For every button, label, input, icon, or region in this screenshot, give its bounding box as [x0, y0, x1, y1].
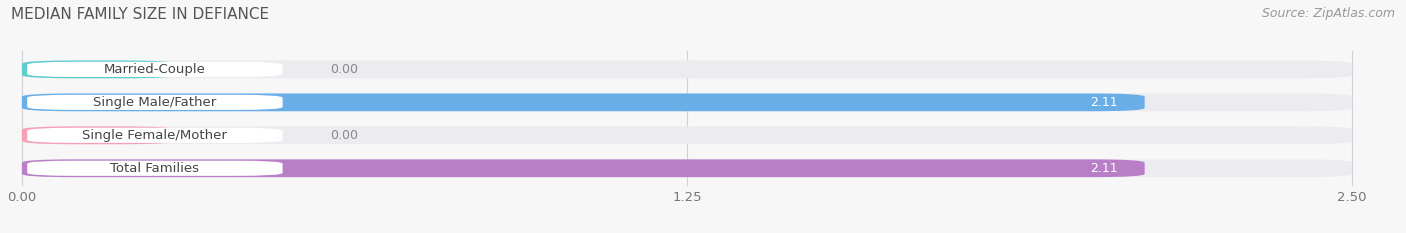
FancyBboxPatch shape	[22, 159, 1144, 177]
Text: 2.11: 2.11	[1091, 96, 1118, 109]
Text: 0.00: 0.00	[330, 63, 359, 76]
FancyBboxPatch shape	[22, 127, 176, 144]
FancyBboxPatch shape	[22, 127, 1353, 144]
Text: Total Families: Total Families	[111, 162, 200, 175]
FancyBboxPatch shape	[22, 159, 1353, 177]
Text: Single Female/Mother: Single Female/Mother	[83, 129, 228, 142]
Text: MEDIAN FAMILY SIZE IN DEFIANCE: MEDIAN FAMILY SIZE IN DEFIANCE	[11, 7, 270, 22]
Text: Single Male/Father: Single Male/Father	[93, 96, 217, 109]
FancyBboxPatch shape	[27, 95, 283, 110]
FancyBboxPatch shape	[22, 93, 1144, 111]
FancyBboxPatch shape	[27, 62, 283, 77]
FancyBboxPatch shape	[27, 161, 283, 176]
FancyBboxPatch shape	[22, 61, 176, 78]
Text: Source: ZipAtlas.com: Source: ZipAtlas.com	[1261, 7, 1395, 20]
FancyBboxPatch shape	[22, 93, 1353, 111]
FancyBboxPatch shape	[22, 61, 1353, 78]
FancyBboxPatch shape	[27, 128, 283, 143]
Text: 0.00: 0.00	[330, 129, 359, 142]
Text: 2.11: 2.11	[1091, 162, 1118, 175]
Text: Married-Couple: Married-Couple	[104, 63, 205, 76]
